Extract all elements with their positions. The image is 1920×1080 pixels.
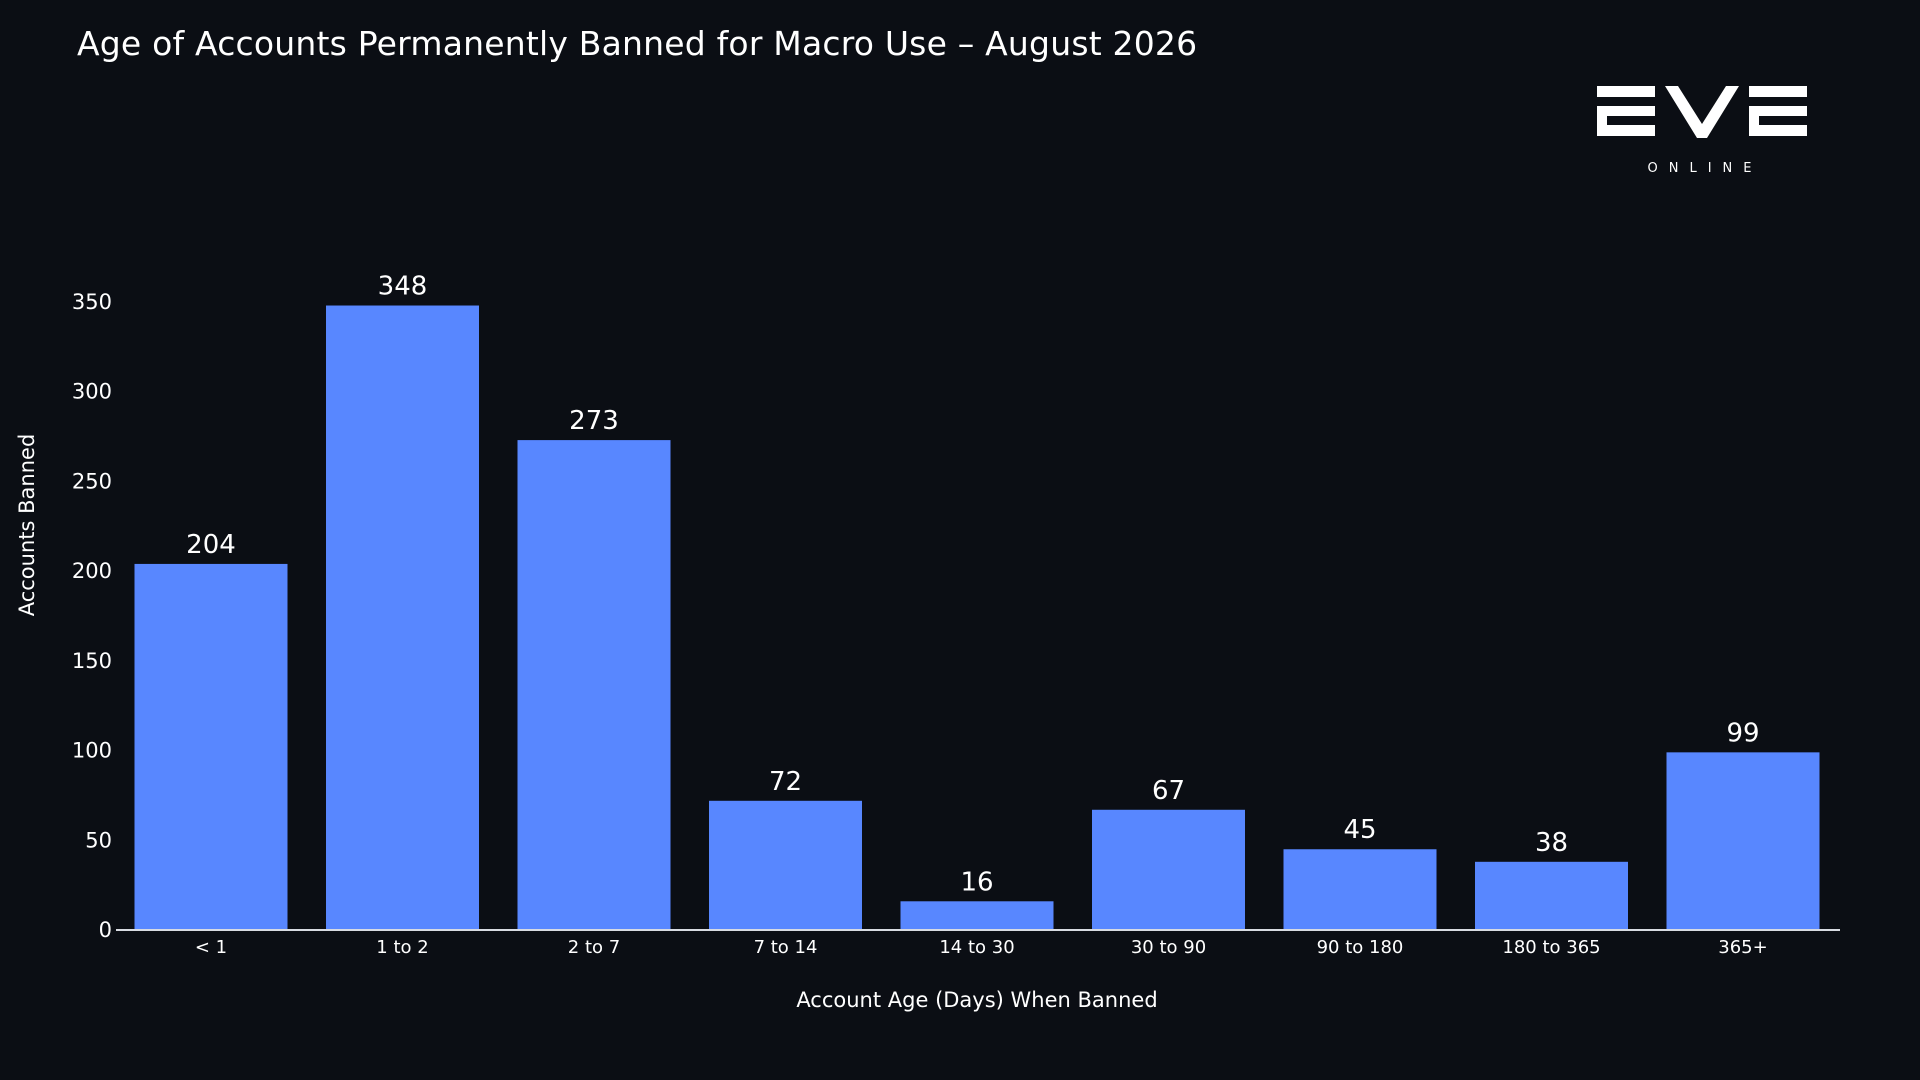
bar-4 <box>900 901 1054 930</box>
bar-3 <box>709 800 862 930</box>
y-tick-label-4: 200 <box>72 559 112 583</box>
logo-e-right <box>1749 86 1807 136</box>
data-label-2: 273 <box>569 406 619 436</box>
data-label-6: 45 <box>1343 815 1376 845</box>
data-label-8: 99 <box>1726 718 1759 748</box>
data-label-4: 16 <box>960 867 993 897</box>
logo-v <box>1665 86 1739 138</box>
logo-e-left <box>1597 86 1655 136</box>
bar-0 <box>134 563 288 930</box>
data-label-3: 72 <box>769 767 802 797</box>
chart-title: Age of Accounts Permanently Banned for M… <box>77 24 1198 63</box>
bar-7 <box>1475 861 1628 930</box>
data-label-0: 204 <box>186 530 236 560</box>
eve-online-logo-icon: ONLINE <box>1597 86 1807 176</box>
y-tick-label-3: 150 <box>72 649 112 673</box>
x-tick-label-8: 365+ <box>1718 937 1767 958</box>
bar-6 <box>1283 849 1437 930</box>
y-tick-label-6: 300 <box>72 380 112 404</box>
y-axis-title: Accounts Banned <box>15 434 39 617</box>
x-tick-label-1: 1 to 2 <box>376 937 428 958</box>
x-axis-ticks: < 1 1 to 2 2 to 7 7 to 14 14 to 30 30 to 90 90… <box>195 937 1768 958</box>
data-label-5: 67 <box>1152 776 1185 806</box>
logo-subtitle: ONLINE <box>1648 161 1763 176</box>
y-tick-label-5: 250 <box>72 469 112 493</box>
value-labels-layer: 204 348 273 72 16 67 45 38 99 <box>186 272 1759 898</box>
y-tick-label-0: 0 <box>99 918 112 942</box>
bar-1 <box>326 305 479 930</box>
y-tick-label-2: 100 <box>72 739 112 763</box>
y-tick-label-7: 350 <box>72 290 112 314</box>
bars-layer <box>134 305 1820 930</box>
x-tick-label-7: 180 to 365 <box>1502 937 1600 958</box>
x-tick-label-2: 2 to 7 <box>568 937 620 958</box>
bar-2 <box>517 440 671 930</box>
x-axis-title: Account Age (Days) When Banned <box>796 988 1157 1012</box>
data-label-1: 348 <box>378 272 428 302</box>
y-tick-label-1: 50 <box>85 828 112 852</box>
bar-5 <box>1092 809 1245 930</box>
bar-8 <box>1666 752 1820 930</box>
x-tick-label-6: 90 to 180 <box>1317 937 1404 958</box>
x-tick-label-4: 14 to 30 <box>939 937 1014 958</box>
x-tick-label-3: 7 to 14 <box>754 937 818 958</box>
x-tick-label-0: < 1 <box>195 937 227 958</box>
data-label-7: 38 <box>1535 828 1568 858</box>
x-tick-label-5: 30 to 90 <box>1131 937 1206 958</box>
y-axis-ticks: 0 50 100 150 200 250 300 350 <box>72 290 112 942</box>
